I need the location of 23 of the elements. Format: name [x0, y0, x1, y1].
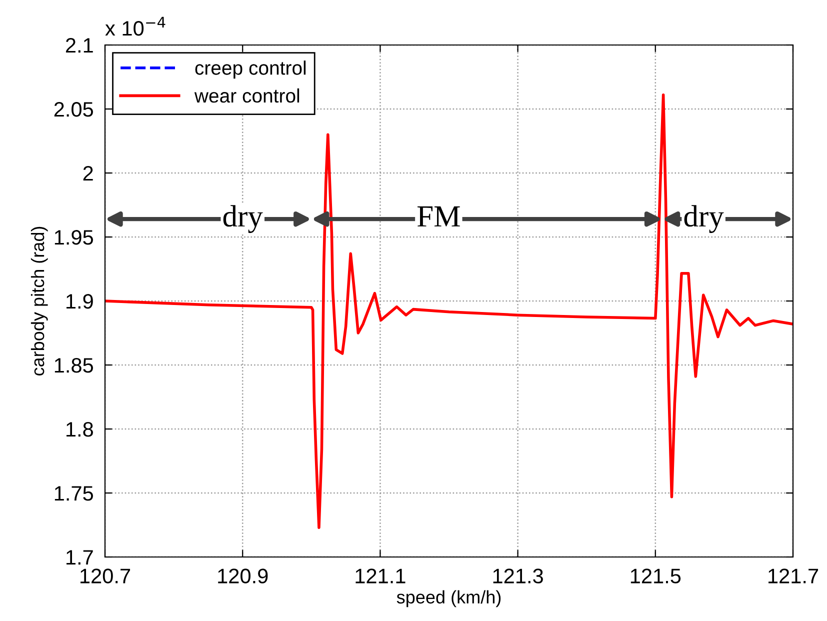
y-tick-label: 1.8	[66, 422, 93, 437]
x-tick-label: 120.9	[218, 568, 268, 584]
y-tick-label: 1.7	[66, 550, 93, 565]
y-tick-label: 1.95	[54, 230, 94, 245]
legend-label: creep control	[195, 60, 306, 79]
x-tick-label: 120.7	[80, 568, 130, 584]
x-axis-title: speed (km/h)	[396, 590, 501, 608]
y-tick-label: 2.05	[54, 102, 94, 117]
annotation: dry	[223, 205, 263, 233]
y-axis-title: carbody pitch (rad)	[30, 226, 48, 376]
x-tick-label: 121.1	[356, 568, 406, 584]
y-tick-label: 2.1	[66, 38, 93, 53]
annotation: dry	[684, 205, 724, 233]
y-tick-label: 1.75	[54, 486, 94, 501]
x-tick-label: 121.5	[630, 568, 681, 584]
y-tick-label: 1.9	[66, 294, 93, 309]
y-tick-label: 1.85	[54, 358, 94, 373]
y-tick-label: 2	[83, 166, 93, 181]
annotation: FM	[417, 206, 460, 226]
x-tick-label: 121.7	[768, 568, 818, 584]
text: x 10$^{−4}$	[105, 16, 166, 36]
x-tick-label: 121.3	[493, 568, 543, 584]
legend-label: wear control	[194, 88, 300, 103]
